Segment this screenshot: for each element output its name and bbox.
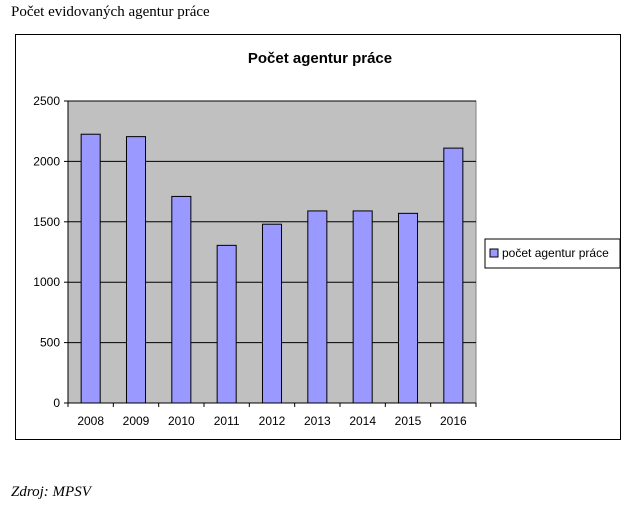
source-note: Zdroj: MPSV xyxy=(11,484,91,500)
bars xyxy=(80,133,464,404)
x-tick-label: 2008 xyxy=(77,414,104,428)
y-tick-label: 500 xyxy=(40,336,60,350)
legend: počet agentur práce xyxy=(484,238,621,269)
bar xyxy=(216,244,237,404)
bar xyxy=(443,147,464,404)
bar xyxy=(125,136,147,404)
legend-label: počet agentur práce xyxy=(502,246,609,260)
bar xyxy=(171,195,192,404)
y-tick-labels: 0 500 1000 1500 2000 2500 xyxy=(33,94,60,410)
chart-title: Počet agentur práce xyxy=(248,50,392,67)
y-tick-label: 0 xyxy=(53,396,60,410)
axes xyxy=(64,100,477,407)
y-tick-label: 2500 xyxy=(33,94,60,108)
x-tick-label: 2011 xyxy=(214,414,240,428)
page-heading: Počet evidovaných agentur práce xyxy=(11,4,210,20)
legend-swatch xyxy=(489,248,499,258)
x-tick-labels: 2008 2009 2010 2011 2012 2013 2014 2015 2016 xyxy=(77,414,467,428)
x-tick-label: 2015 xyxy=(395,414,422,428)
bar xyxy=(397,212,419,404)
y-tick-label: 1500 xyxy=(33,215,60,229)
x-tick-label: 2010 xyxy=(168,414,195,428)
x-tick-label: 2014 xyxy=(349,414,376,428)
x-tick-label: 2012 xyxy=(259,414,286,428)
bar xyxy=(307,210,328,404)
x-tick-label: 2009 xyxy=(123,414,150,428)
y-tick-label: 2000 xyxy=(33,154,60,168)
x-tick-label: 2016 xyxy=(440,414,467,428)
bar xyxy=(352,210,373,404)
bar xyxy=(261,223,283,404)
legend-box xyxy=(484,238,621,269)
bar xyxy=(80,133,101,404)
x-tick-label: 2013 xyxy=(304,414,331,428)
y-tick-label: 1000 xyxy=(33,275,60,289)
